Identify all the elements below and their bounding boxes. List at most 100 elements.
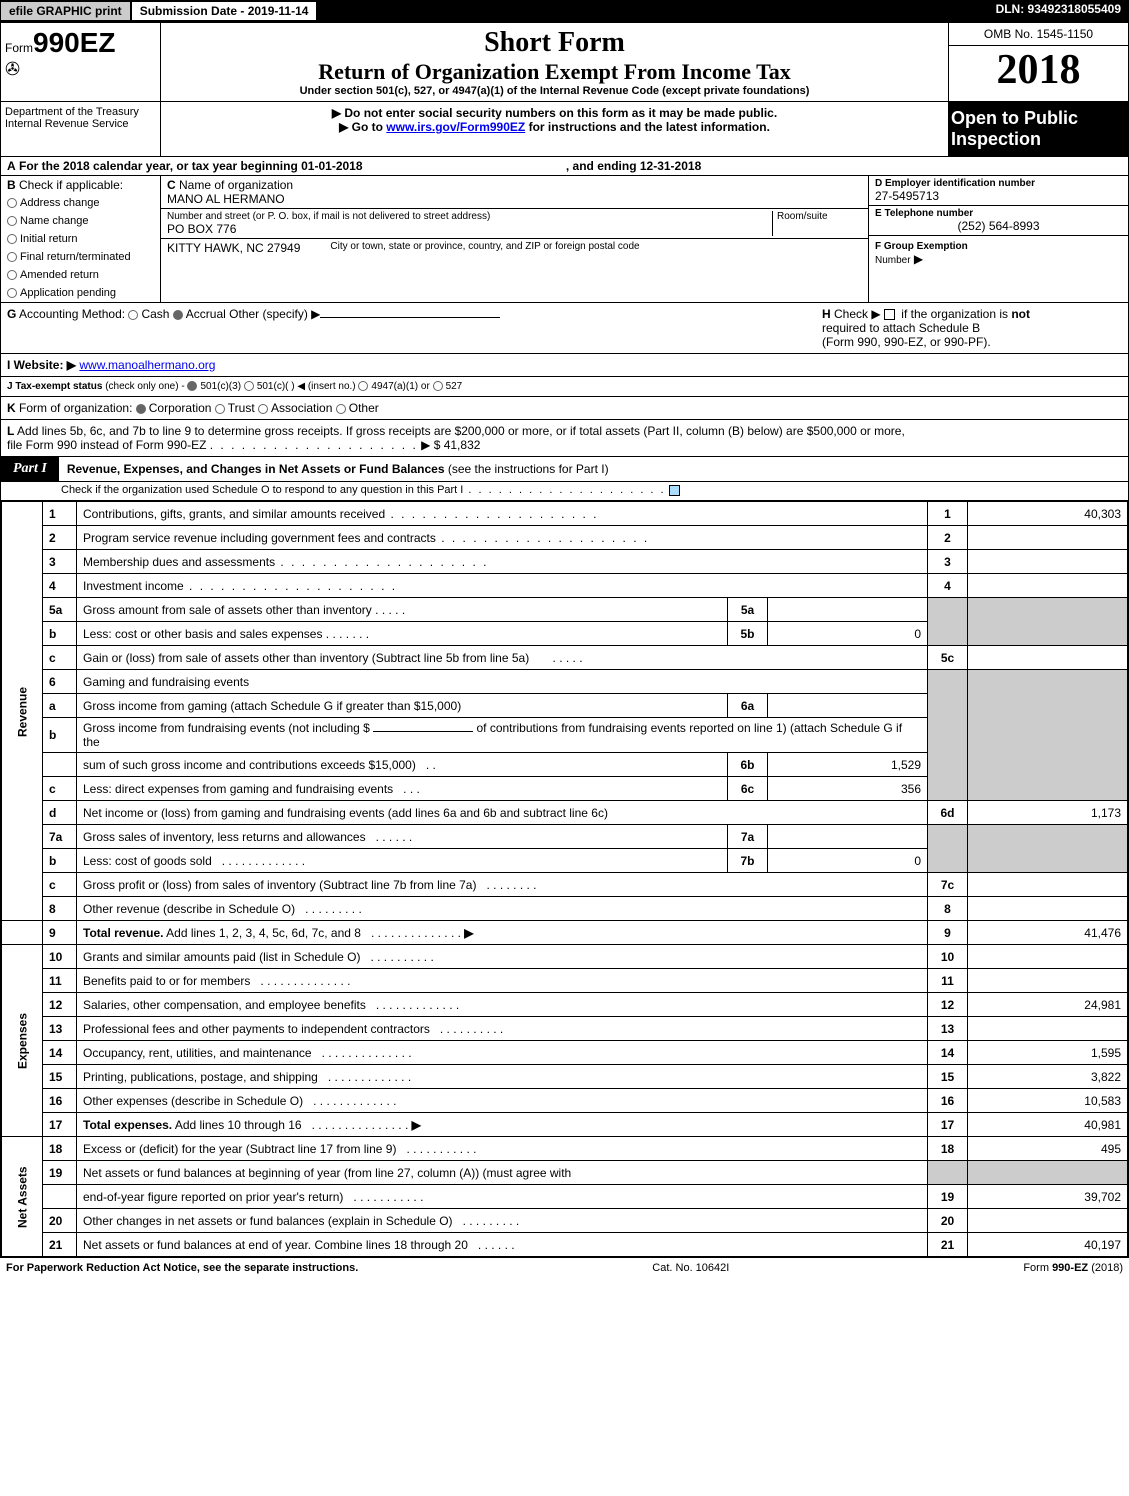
l15-d: Printing, publications, postage, and shi… [83,1070,318,1084]
l19-d: Net assets or fund balances at beginning… [83,1166,571,1180]
l9-n: 9 [928,921,968,945]
chk-address[interactable]: Address change [1,194,160,212]
l17-d2: Add lines 10 through 16 [172,1118,301,1132]
phone: (252) 564-8993 [875,219,1122,233]
no-ssn-notice: ▶ Do not enter social security numbers o… [165,106,944,120]
part1-title: Revenue, Expenses, and Changes in Net As… [67,462,445,476]
l7c-v [968,873,1128,897]
row-a-label: A [7,159,16,173]
l1-n: 1 [928,502,968,526]
l7b-d: Less: cost of goods sold [83,854,212,868]
chk-initial[interactable]: Initial return [1,230,160,248]
form-prefix: Form [5,41,33,55]
k-corp[interactable]: Corporation [149,401,212,415]
goto-pre: ▶ Go to [339,120,386,134]
l3-n: 3 [928,550,968,574]
goto-post: for instructions and the latest informat… [525,120,770,134]
l18-d: Excess or (deficit) for the year (Subtra… [83,1142,396,1156]
j-527[interactable]: 527 [446,381,463,392]
street: PO BOX 776 [167,222,772,236]
l17-d: Total expenses. [83,1118,172,1132]
g-other[interactable]: Other (specify) ▶ [229,307,320,321]
h-not: not [1011,307,1030,321]
l5b-n: 5b [728,622,768,646]
l6c-d: Less: direct expenses from gaming and fu… [83,782,393,796]
l4-v [968,574,1128,598]
part1-suffix: (see the instructions for Part I) [445,462,609,476]
irs-link[interactable]: www.irs.gov/Form990EZ [386,120,525,134]
k-assoc[interactable]: Association [271,401,332,415]
l-text1: Add lines 5b, 6c, and 7b to line 9 to de… [17,424,905,438]
l21-n: 21 [928,1233,968,1257]
l1-d: Contributions, gifts, grants, and simila… [83,507,385,521]
lines-table: Revenue 1Contributions, gifts, grants, a… [1,501,1128,1257]
h-checkbox[interactable] [884,309,895,320]
chk-final[interactable]: Final return/terminated [1,248,160,266]
k-trust[interactable]: Trust [228,401,255,415]
l5a-d: Gross amount from sale of assets other t… [83,603,372,617]
l17-v: 40,981 [968,1113,1128,1137]
l14-d: Occupancy, rent, utilities, and maintena… [83,1046,312,1060]
l6d-n: 6d [928,801,968,825]
l19-n: 19 [928,1185,968,1209]
l19-v: 39,702 [968,1185,1128,1209]
g-cash[interactable]: Cash [141,307,169,321]
chk-name[interactable]: Name change [1,212,160,230]
efile-print-button[interactable]: efile GRAPHIC print [0,1,131,21]
chk-amended[interactable]: Amended return [1,266,160,284]
l8-v [968,897,1128,921]
part1-sub: Check if the organization used Schedule … [61,484,463,496]
l11-v [968,969,1128,993]
chk-pending[interactable]: Application pending [1,284,160,302]
l18-n: 18 [928,1137,968,1161]
form-number-cell: Form990EZ ✇ [1,23,161,101]
street-label: Number and street (or P. O. box, if mail… [167,211,772,222]
l6b-pre: Gross income from fundraising events (no… [83,721,373,735]
l7a-v [768,825,928,849]
check-if: Check if applicable: [19,178,123,192]
l13-n: 13 [928,1017,968,1041]
l2-d: Program service revenue including govern… [83,531,436,545]
j-501c3[interactable]: 501(c)(3) [200,381,241,392]
part1-tag: Part I [1,457,59,481]
l5c-v [968,646,1128,670]
d-label: D Employer identification number [875,178,1122,189]
website-link[interactable]: www.manoalhermano.org [79,358,215,372]
j-4947[interactable]: 4947(a)(1) or [371,381,429,392]
schedule-o-check[interactable] [669,485,680,496]
l6d-d: Net income or (loss) from gaming and fun… [83,806,608,820]
l9-d: Total revenue. [83,926,163,940]
l7a-d: Gross sales of inventory, less returns a… [83,830,366,844]
side-net: Net Assets [2,1137,43,1257]
l13-v [968,1017,1128,1041]
l7c-n: 7c [928,873,968,897]
l13-d: Professional fees and other payments to … [83,1022,430,1036]
l18-v: 495 [968,1137,1128,1161]
l2-n: 2 [928,526,968,550]
l7a-n: 7a [728,825,768,849]
c-name-label: Name of organization [179,178,293,192]
l3-v [968,550,1128,574]
k-text: Form of organization: [19,401,132,415]
l7b-n: 7b [728,849,768,873]
l5a-n: 5a [728,598,768,622]
g-accrual[interactable]: Accrual [186,307,226,321]
return-title: Return of Organization Exempt From Incom… [167,59,942,85]
h-check: Check ▶ [834,307,881,321]
l21-v: 40,197 [968,1233,1128,1257]
top-bar: efile GRAPHIC print Submission Date - 20… [0,0,1129,22]
l6-d: Gaming and fundraising events [77,670,928,694]
city: KITTY HAWK, NC 27949 [167,241,300,255]
e-label: E Telephone number [875,208,1122,219]
form-990ez: 990EZ [33,27,116,58]
l15-v: 3,822 [968,1065,1128,1089]
footer-cat: Cat. No. 10642I [652,1262,729,1274]
l5c-d: Gain or (loss) from sale of assets other… [83,651,529,665]
l8-n: 8 [928,897,968,921]
k-other[interactable]: Other [349,401,379,415]
f-label2: Number [875,255,911,266]
j-501c[interactable]: 501(c)( ) ◀ (insert no.) [257,381,356,392]
l15-n: 15 [928,1065,968,1089]
l10-v [968,945,1128,969]
l6c-n: 6c [728,777,768,801]
